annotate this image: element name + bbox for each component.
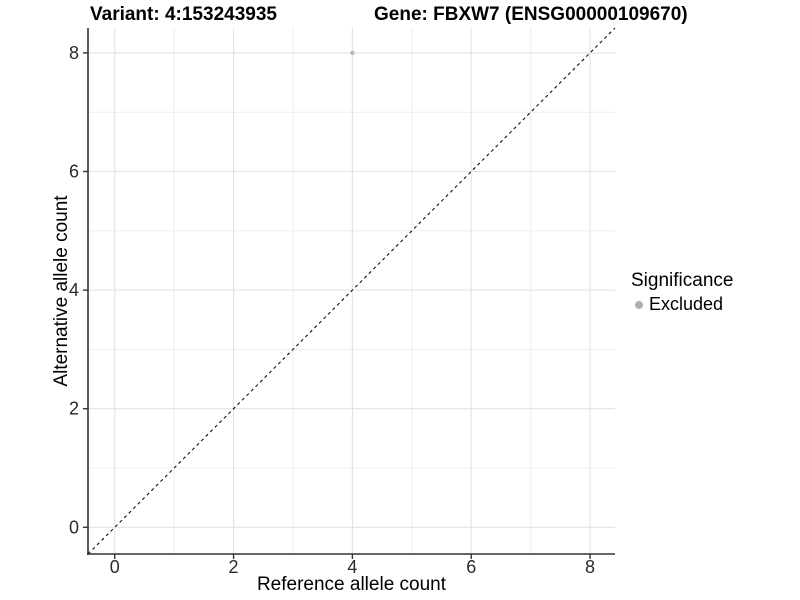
legend-point-icon bbox=[635, 300, 643, 309]
y-axis-title: Alternative allele count bbox=[51, 195, 72, 387]
x-tick-label: 6 bbox=[466, 557, 476, 577]
y-tick-label: 6 bbox=[69, 162, 79, 182]
y-tick-label: 0 bbox=[69, 517, 79, 537]
identity-line bbox=[87, 27, 616, 555]
x-tick-label: 8 bbox=[585, 557, 595, 577]
plot-title-gene: Gene: FBXW7 (ENSG00000109670) bbox=[374, 4, 688, 25]
legend: Significance Excluded bbox=[631, 270, 733, 315]
y-tick-label: 2 bbox=[69, 399, 79, 419]
data-point bbox=[350, 50, 355, 56]
x-tick-label: 0 bbox=[110, 557, 120, 577]
legend-title: Significance bbox=[631, 270, 734, 291]
y-tick-label: 4 bbox=[69, 280, 79, 300]
x-axis-title: Reference allele count bbox=[256, 574, 447, 595]
x-tick-label: 2 bbox=[229, 557, 239, 577]
plot-title-variant: Variant: 4:153243935 bbox=[90, 4, 277, 25]
x-tick-label: 4 bbox=[347, 557, 357, 577]
legend-entry-label: Excluded bbox=[649, 294, 724, 314]
legend-entry-excluded: Excluded bbox=[631, 294, 733, 315]
y-tick-label: 8 bbox=[69, 43, 79, 63]
